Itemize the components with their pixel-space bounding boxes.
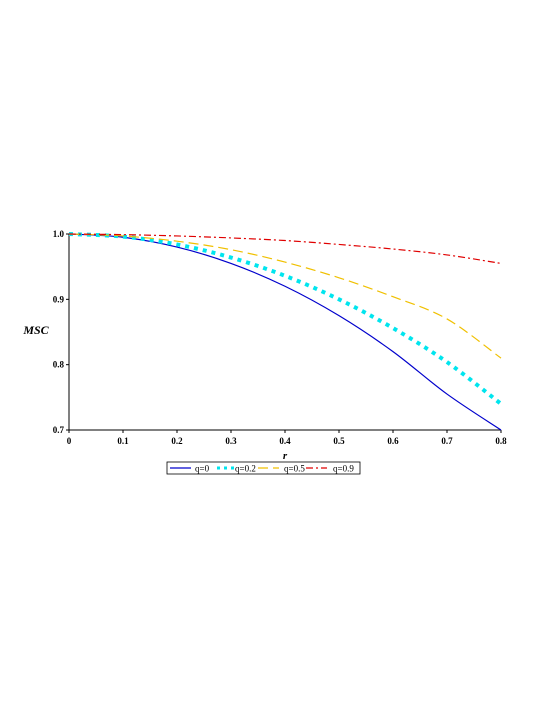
x-tick-label: 0 [67, 436, 72, 446]
legend-label: q=0.2 [235, 464, 256, 474]
y-tick-label: 0.7 [53, 425, 65, 435]
x-tick-label: 0.2 [171, 436, 183, 446]
y-tick-label: 0.8 [53, 360, 65, 370]
y-tick-label: 1.0 [53, 229, 65, 239]
series-line-q=0.5 [68, 233, 502, 359]
series-line-q=0.9 [68, 233, 502, 264]
legend-label: q=0 [195, 464, 210, 474]
x-tick-label: 0.6 [387, 436, 399, 446]
x-axis-label: r [283, 450, 288, 462]
x-tick-label: 0.8 [495, 436, 507, 446]
legend-label: q=0.9 [333, 464, 354, 474]
x-tick-label: 0.1 [117, 436, 129, 446]
axes: 0 0.1 0.2 0.3 0.4 0.5 0.6 0.7 0.8 0.7 0.8 0.9 1.0 [53, 229, 507, 446]
series-line-q=0 [68, 233, 502, 431]
x-tick-label: 0.4 [279, 436, 291, 446]
x-tick-label: 0.7 [441, 436, 453, 446]
series-line-q=0.2 [68, 232, 503, 406]
series-lines [68, 232, 503, 431]
legend: q=0 q=0.2 q=0.5 q=0.9 [166, 461, 361, 475]
legend-label: q=0.5 [284, 464, 305, 474]
y-tick-label: 0.9 [53, 294, 65, 304]
x-tick-label: 0.3 [225, 436, 237, 446]
x-tick-label: 0.5 [333, 436, 345, 446]
y-axis-label: MSC [22, 323, 49, 337]
